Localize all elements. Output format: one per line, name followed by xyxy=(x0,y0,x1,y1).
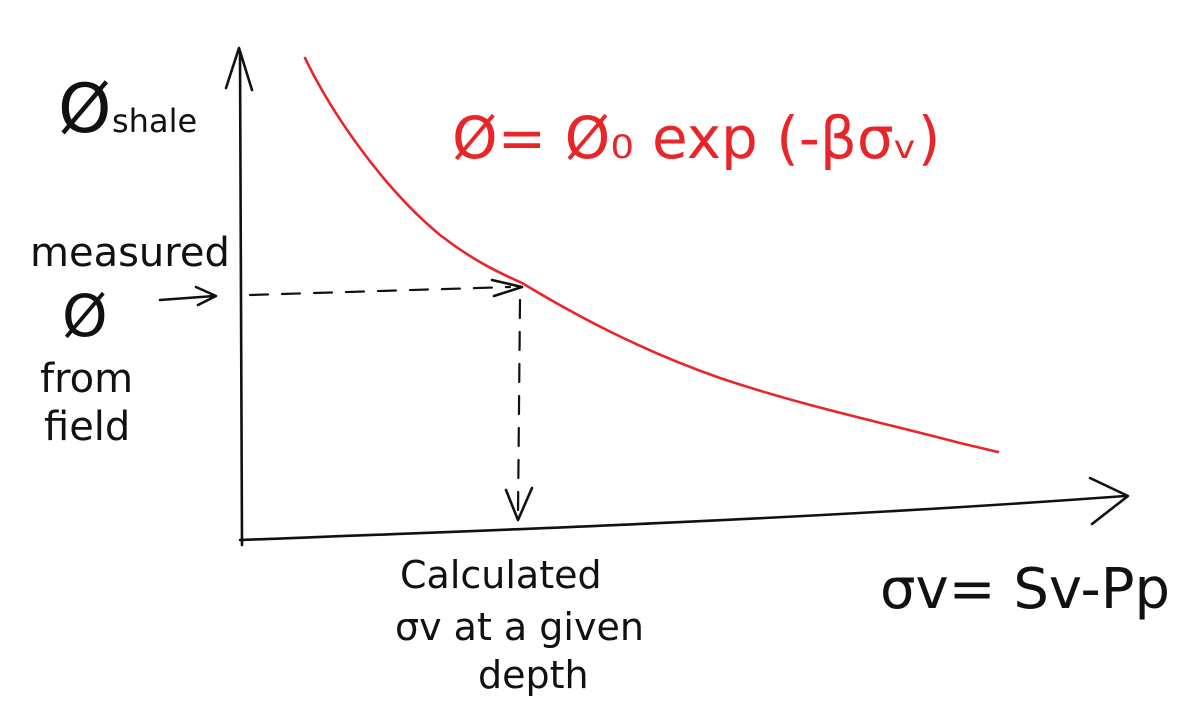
x-axis-label: σv= Sv-Pp xyxy=(880,557,1170,622)
x-axis-arrow-icon xyxy=(1088,476,1130,526)
x-axis-line xyxy=(238,494,1127,542)
porosity-curve xyxy=(303,56,1000,454)
measured-pointer-arrow xyxy=(158,294,216,302)
measured-label-line1: measured xyxy=(30,230,230,276)
y-axis-symbol: Ø xyxy=(58,70,112,149)
y-axis-line xyxy=(238,50,244,547)
vertical-guide-arrow-icon xyxy=(504,486,534,522)
measured-label-line4: field xyxy=(44,404,130,450)
horizontal-guide-arrow-icon xyxy=(490,278,524,298)
porosity-equation: Ø= Ø₀ exp (-βσᵥ) xyxy=(452,104,940,172)
y-axis-subscript: shale xyxy=(112,102,197,140)
measured-pointer-arrow-icon xyxy=(194,285,218,307)
calculated-label-line1: Calculated xyxy=(400,553,602,597)
measured-label-symbol: Ø xyxy=(62,282,108,350)
calculated-label-line2: σv at a given xyxy=(395,605,644,649)
vertical-dashed-guide xyxy=(516,298,522,517)
horizontal-dashed-guide xyxy=(248,285,512,297)
measured-label-line3: from xyxy=(40,356,133,402)
y-axis-arrow-icon xyxy=(224,46,254,92)
calculated-label-line3: depth xyxy=(478,653,589,697)
